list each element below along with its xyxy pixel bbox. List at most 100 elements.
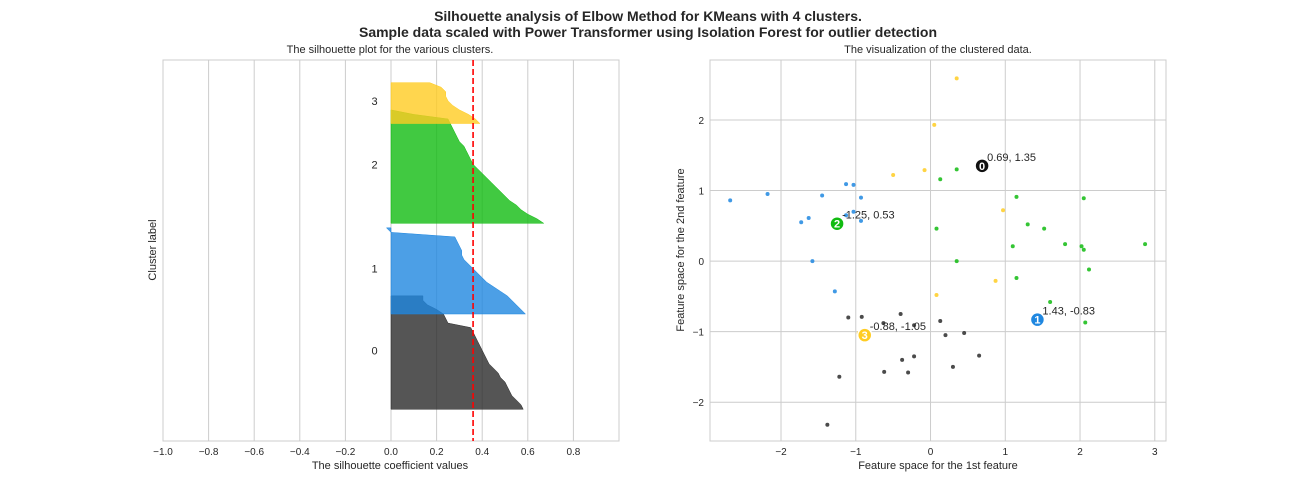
scatter-y-tick-label: 1	[698, 187, 704, 198]
scatter-point-cluster-1	[851, 182, 856, 187]
scatter-point-cluster-1	[844, 213, 849, 218]
scatter-title: The visualization of the clustered data.	[844, 44, 1032, 56]
scatter-point-cluster-0	[906, 370, 911, 375]
silhouette-fills	[385, 82, 545, 410]
scatter-y-tick-labels: −2 −1 0 1 2	[693, 116, 705, 409]
scatter-x-axis-label: Feature space for the 1st feature	[858, 460, 1018, 472]
scatter-point-cluster-1	[844, 182, 849, 187]
scatter-point-cluster-2	[1048, 300, 1053, 305]
silhouette-x-tick-label: 0.2	[430, 447, 444, 458]
scatter-point-cluster-3	[1001, 208, 1006, 213]
scatter-point-cluster-2	[934, 226, 939, 231]
suptitle-line-1: Silhouette analysis of Elbow Method for …	[434, 8, 862, 24]
scatter-y-axis-label: Feature space for the 2nd feature	[675, 168, 687, 331]
scatter-y-tick-label: −1	[693, 328, 705, 339]
silhouette-y-axis-label: Cluster label	[147, 219, 159, 280]
scatter-point-cluster-0	[837, 374, 842, 379]
scatter-point-cluster-2	[938, 177, 943, 182]
scatter-point-cluster-1	[859, 195, 864, 200]
scatter-point-cluster-2	[1083, 320, 1088, 325]
scatter-x-tick-label: −1	[850, 447, 862, 458]
scatter-point-cluster-0	[882, 369, 887, 374]
cluster-center-annotation: -1.25, 0.53	[842, 210, 895, 222]
scatter-point-cluster-2	[1087, 267, 1092, 272]
scatter-point-cluster-1	[820, 193, 825, 198]
cluster-center-annotation: 0.69, 1.35	[987, 152, 1036, 164]
scatter-point-cluster-1	[799, 220, 804, 225]
scatter-point-cluster-2	[1081, 247, 1086, 252]
scatter-point-cluster-1	[765, 192, 770, 197]
scatter-point-cluster-0	[898, 312, 903, 316]
scatter-point-cluster-2	[1025, 222, 1030, 227]
cluster-center-3	[856, 327, 873, 343]
scatter-subplot: The visualization of the clustered data.…	[675, 44, 1167, 472]
scatter-point-cluster-1	[859, 218, 864, 223]
scatter-y-tick-label: 2	[698, 116, 704, 127]
silhouette-x-tick-label: −1.0	[153, 447, 173, 458]
cluster-center-0	[974, 158, 990, 174]
cluster-center-2	[829, 215, 845, 232]
scatter-point-cluster-0	[846, 315, 851, 320]
scatter-x-tick-labels: −2 −1 0 1 2 3	[775, 447, 1158, 458]
scatter-point-cluster-3	[891, 173, 896, 178]
silhouette-x-axis-label: The silhouette coefficient values	[312, 460, 469, 472]
silhouette-x-tick-labels: −1.0 −0.8 −0.6 −0.4 −0.2 0.0 0.2 0.4 0.6 0.8	[153, 447, 581, 458]
scatter-gridlines	[710, 60, 1166, 441]
cluster-centers: 00.69, 1.35 11.43, -0.83 2-1.25, 0.53 3-0.8…	[829, 152, 1095, 343]
cluster-center-annotation: 1.43, -0.83	[1042, 306, 1095, 318]
cluster-center-number: 3	[862, 330, 868, 342]
scatter-point-cluster-0	[938, 319, 943, 324]
scatter-point-cluster-3	[934, 292, 939, 297]
cluster-center-annotation: -0.88, -1.05	[870, 321, 926, 333]
scatter-point-cluster-0	[962, 331, 967, 336]
silhouette-fill-cluster-2	[390, 109, 545, 224]
scatter-point-cluster-2	[1081, 196, 1086, 201]
silhouette-subplot: The silhouette plot for the various clus…	[147, 44, 620, 472]
silhouette-x-tick-label: 0.0	[384, 447, 398, 458]
scatter-point-cluster-0	[881, 321, 886, 326]
scatter-point-cluster-1	[728, 198, 733, 203]
scatter-x-tick-label: 0	[928, 447, 934, 458]
scatter-point-cluster-3	[932, 122, 937, 127]
scatter-point-cluster-1	[851, 209, 856, 214]
scatter-x-tick-label: 1	[1002, 447, 1008, 458]
scatter-y-tick-label: −2	[693, 398, 705, 409]
silhouette-cluster-label: 1	[371, 264, 377, 276]
scatter-point-cluster-2	[954, 259, 959, 264]
silhouette-x-tick-label: −0.6	[244, 447, 264, 458]
silhouette-title: The silhouette plot for the various clus…	[287, 44, 494, 56]
scatter-point-cluster-0	[943, 333, 948, 338]
cluster-center-number: 1	[1034, 315, 1040, 327]
scatter-point-cluster-2	[1063, 242, 1068, 247]
silhouette-x-tick-label: 0.4	[475, 447, 489, 458]
cluster-center-number: 2	[834, 219, 840, 231]
scatter-point-cluster-2	[1014, 276, 1019, 281]
scatter-point-cluster-1	[832, 289, 837, 294]
scatter-point-cluster-1	[810, 259, 815, 264]
scatter-point-cluster-3	[954, 76, 959, 81]
scatter-x-tick-label: 2	[1077, 447, 1083, 458]
scatter-point-cluster-0	[859, 314, 864, 319]
scatter-axes-frame	[709, 59, 1167, 442]
scatter-point-cluster-3	[922, 168, 927, 173]
scatter-y-tick-label: 0	[698, 257, 704, 268]
suptitle-line-2: Sample data scaled with Power Transforme…	[358, 24, 937, 40]
cluster-center-number: 0	[979, 161, 985, 173]
silhouette-fill-cluster-3	[390, 82, 481, 124]
cluster-center-1	[1029, 311, 1046, 328]
silhouette-cluster-label: 3	[371, 96, 377, 108]
scatter-point-cluster-2	[1143, 242, 1148, 247]
scatter-point-cluster-2	[1079, 244, 1084, 249]
scatter-point-cluster-0	[900, 357, 905, 362]
scatter-x-tick-label: 3	[1152, 447, 1158, 458]
scatter-x-tick-label: −2	[775, 447, 787, 458]
scatter-point-cluster-0	[912, 323, 917, 328]
scatter-point-cluster-2	[1014, 194, 1019, 199]
scatter-point-cluster-0	[825, 422, 830, 427]
figure-suptitle: Silhouette analysis of Elbow Method for …	[0, 8, 1296, 40]
silhouette-cluster-label: 2	[371, 159, 377, 171]
scatter-point-cluster-0	[977, 353, 982, 358]
scatter-point-cluster-2	[954, 167, 959, 172]
